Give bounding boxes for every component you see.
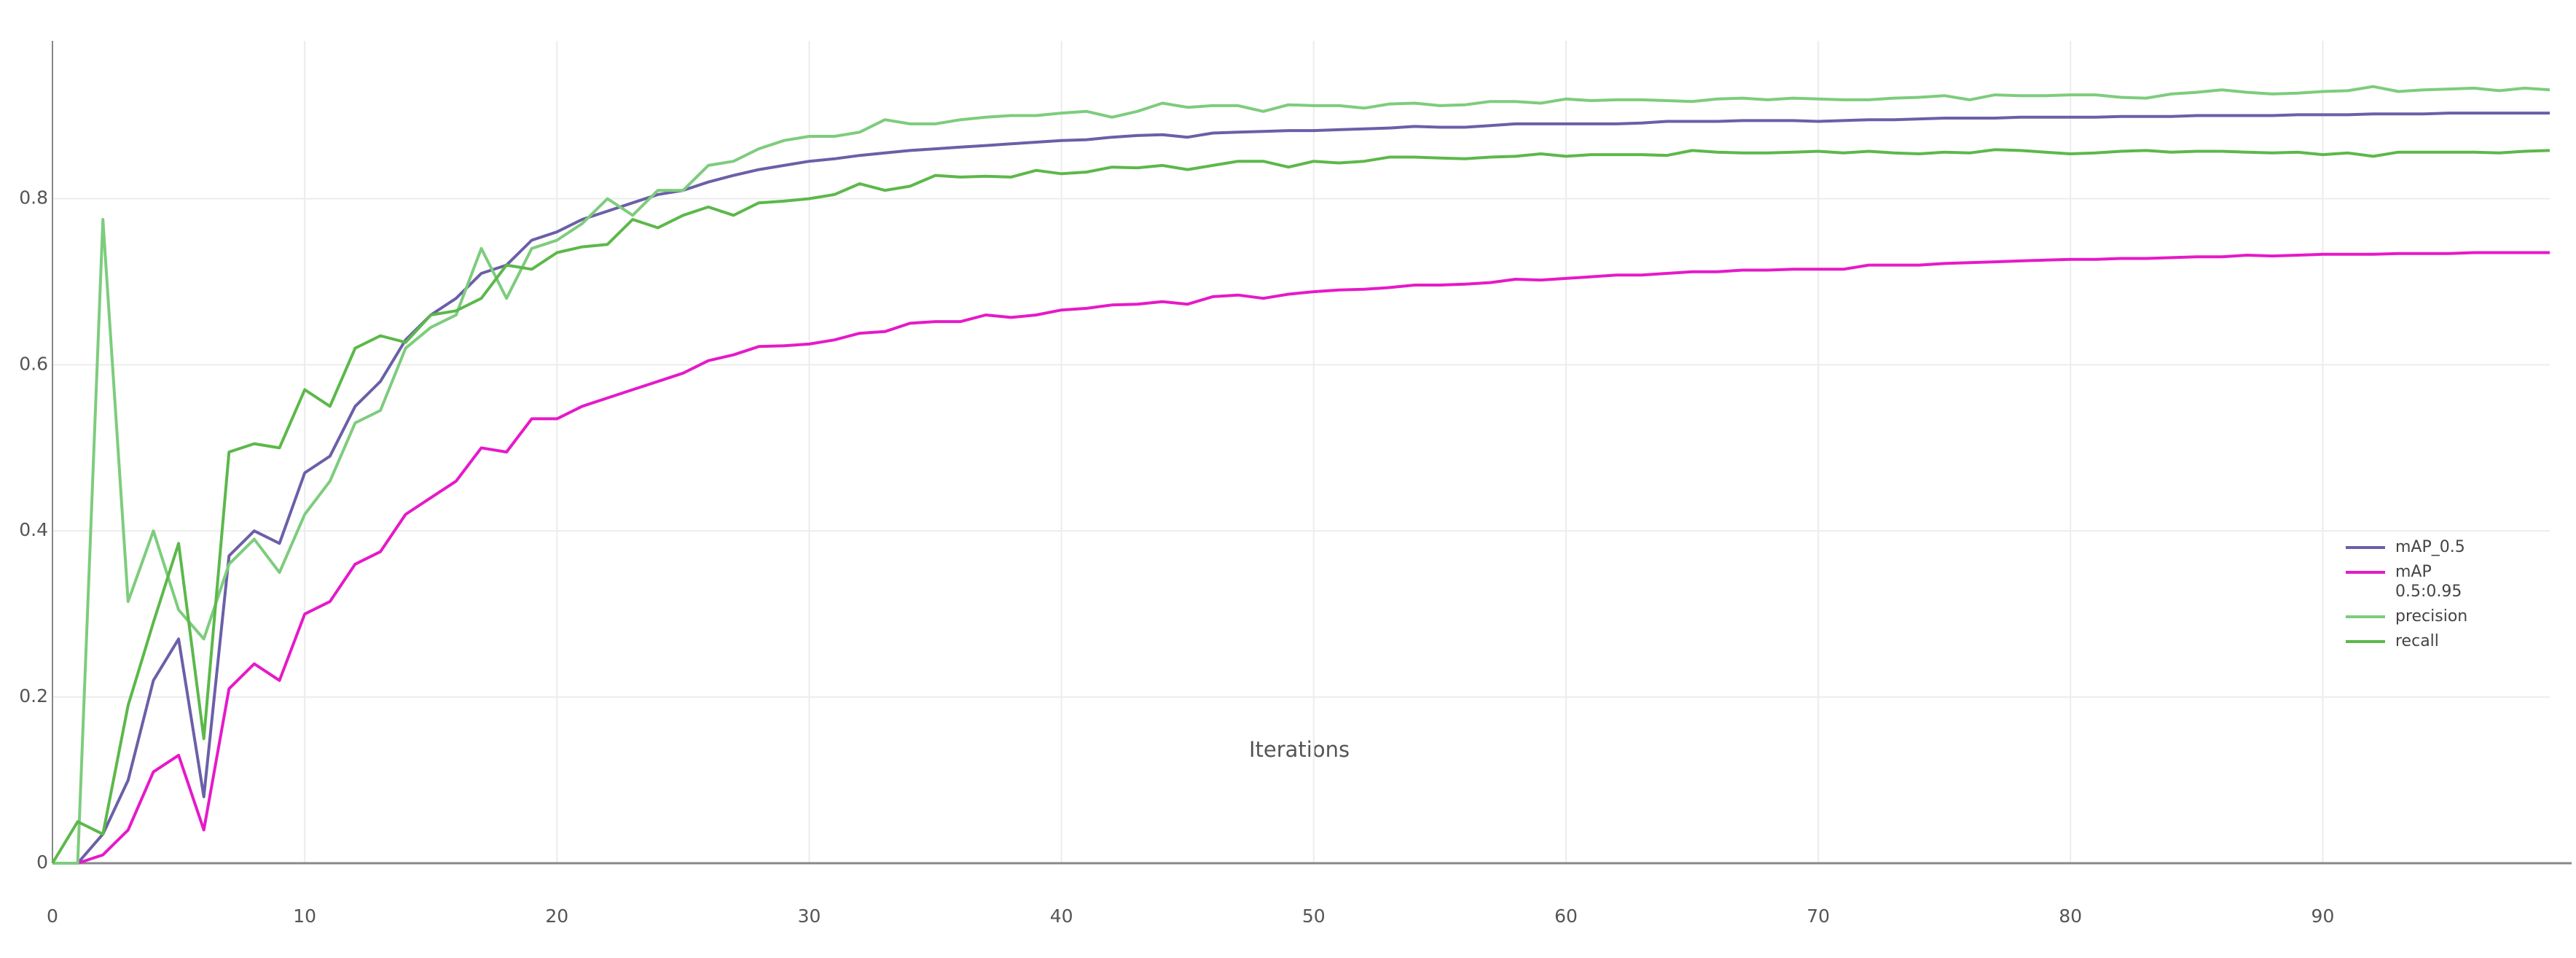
x-tick-label: 70 [1806,906,1830,927]
x-tick-label: 40 [1050,906,1073,927]
legend-label: precision [2395,607,2467,626]
series-line [52,85,2550,865]
x-tick-label: 10 [293,906,316,927]
y-tick-label: 0.8 [19,187,48,208]
legend: mAP_0.5 mAP 0.5:0.95 precision recall [2346,538,2467,650]
series-line [52,251,2550,865]
y-tick-label: 0 [36,852,48,873]
axes: 0 0.2 0.4 0.6 0.8 0 10 20 30 40 50 60 70 80 90 [19,41,2572,927]
x-tick-label: 80 [2059,906,2082,927]
x-tick-label: 50 [1302,906,1326,927]
legend-label: mAP_0.5 [2395,538,2465,556]
series-line [51,148,2550,865]
y-tick-label: 0.4 [19,519,48,540]
lines [51,85,2550,865]
x-axis-label: Iterations [1249,737,1350,762]
x-tick-label: 60 [1554,906,1578,927]
legend-label: recall [2395,632,2439,650]
y-tick-label: 0.2 [19,685,48,706]
x-tick-label: 90 [2311,906,2335,927]
x-tick-label: 20 [545,906,568,927]
legend-label: mAP 0.5:0.95 [2395,563,2462,601]
x-tick-label: 30 [798,906,821,927]
x-tick-label: 0 [47,906,58,927]
series-line [52,112,2550,865]
y-tick-label: 0.6 [19,353,48,374]
